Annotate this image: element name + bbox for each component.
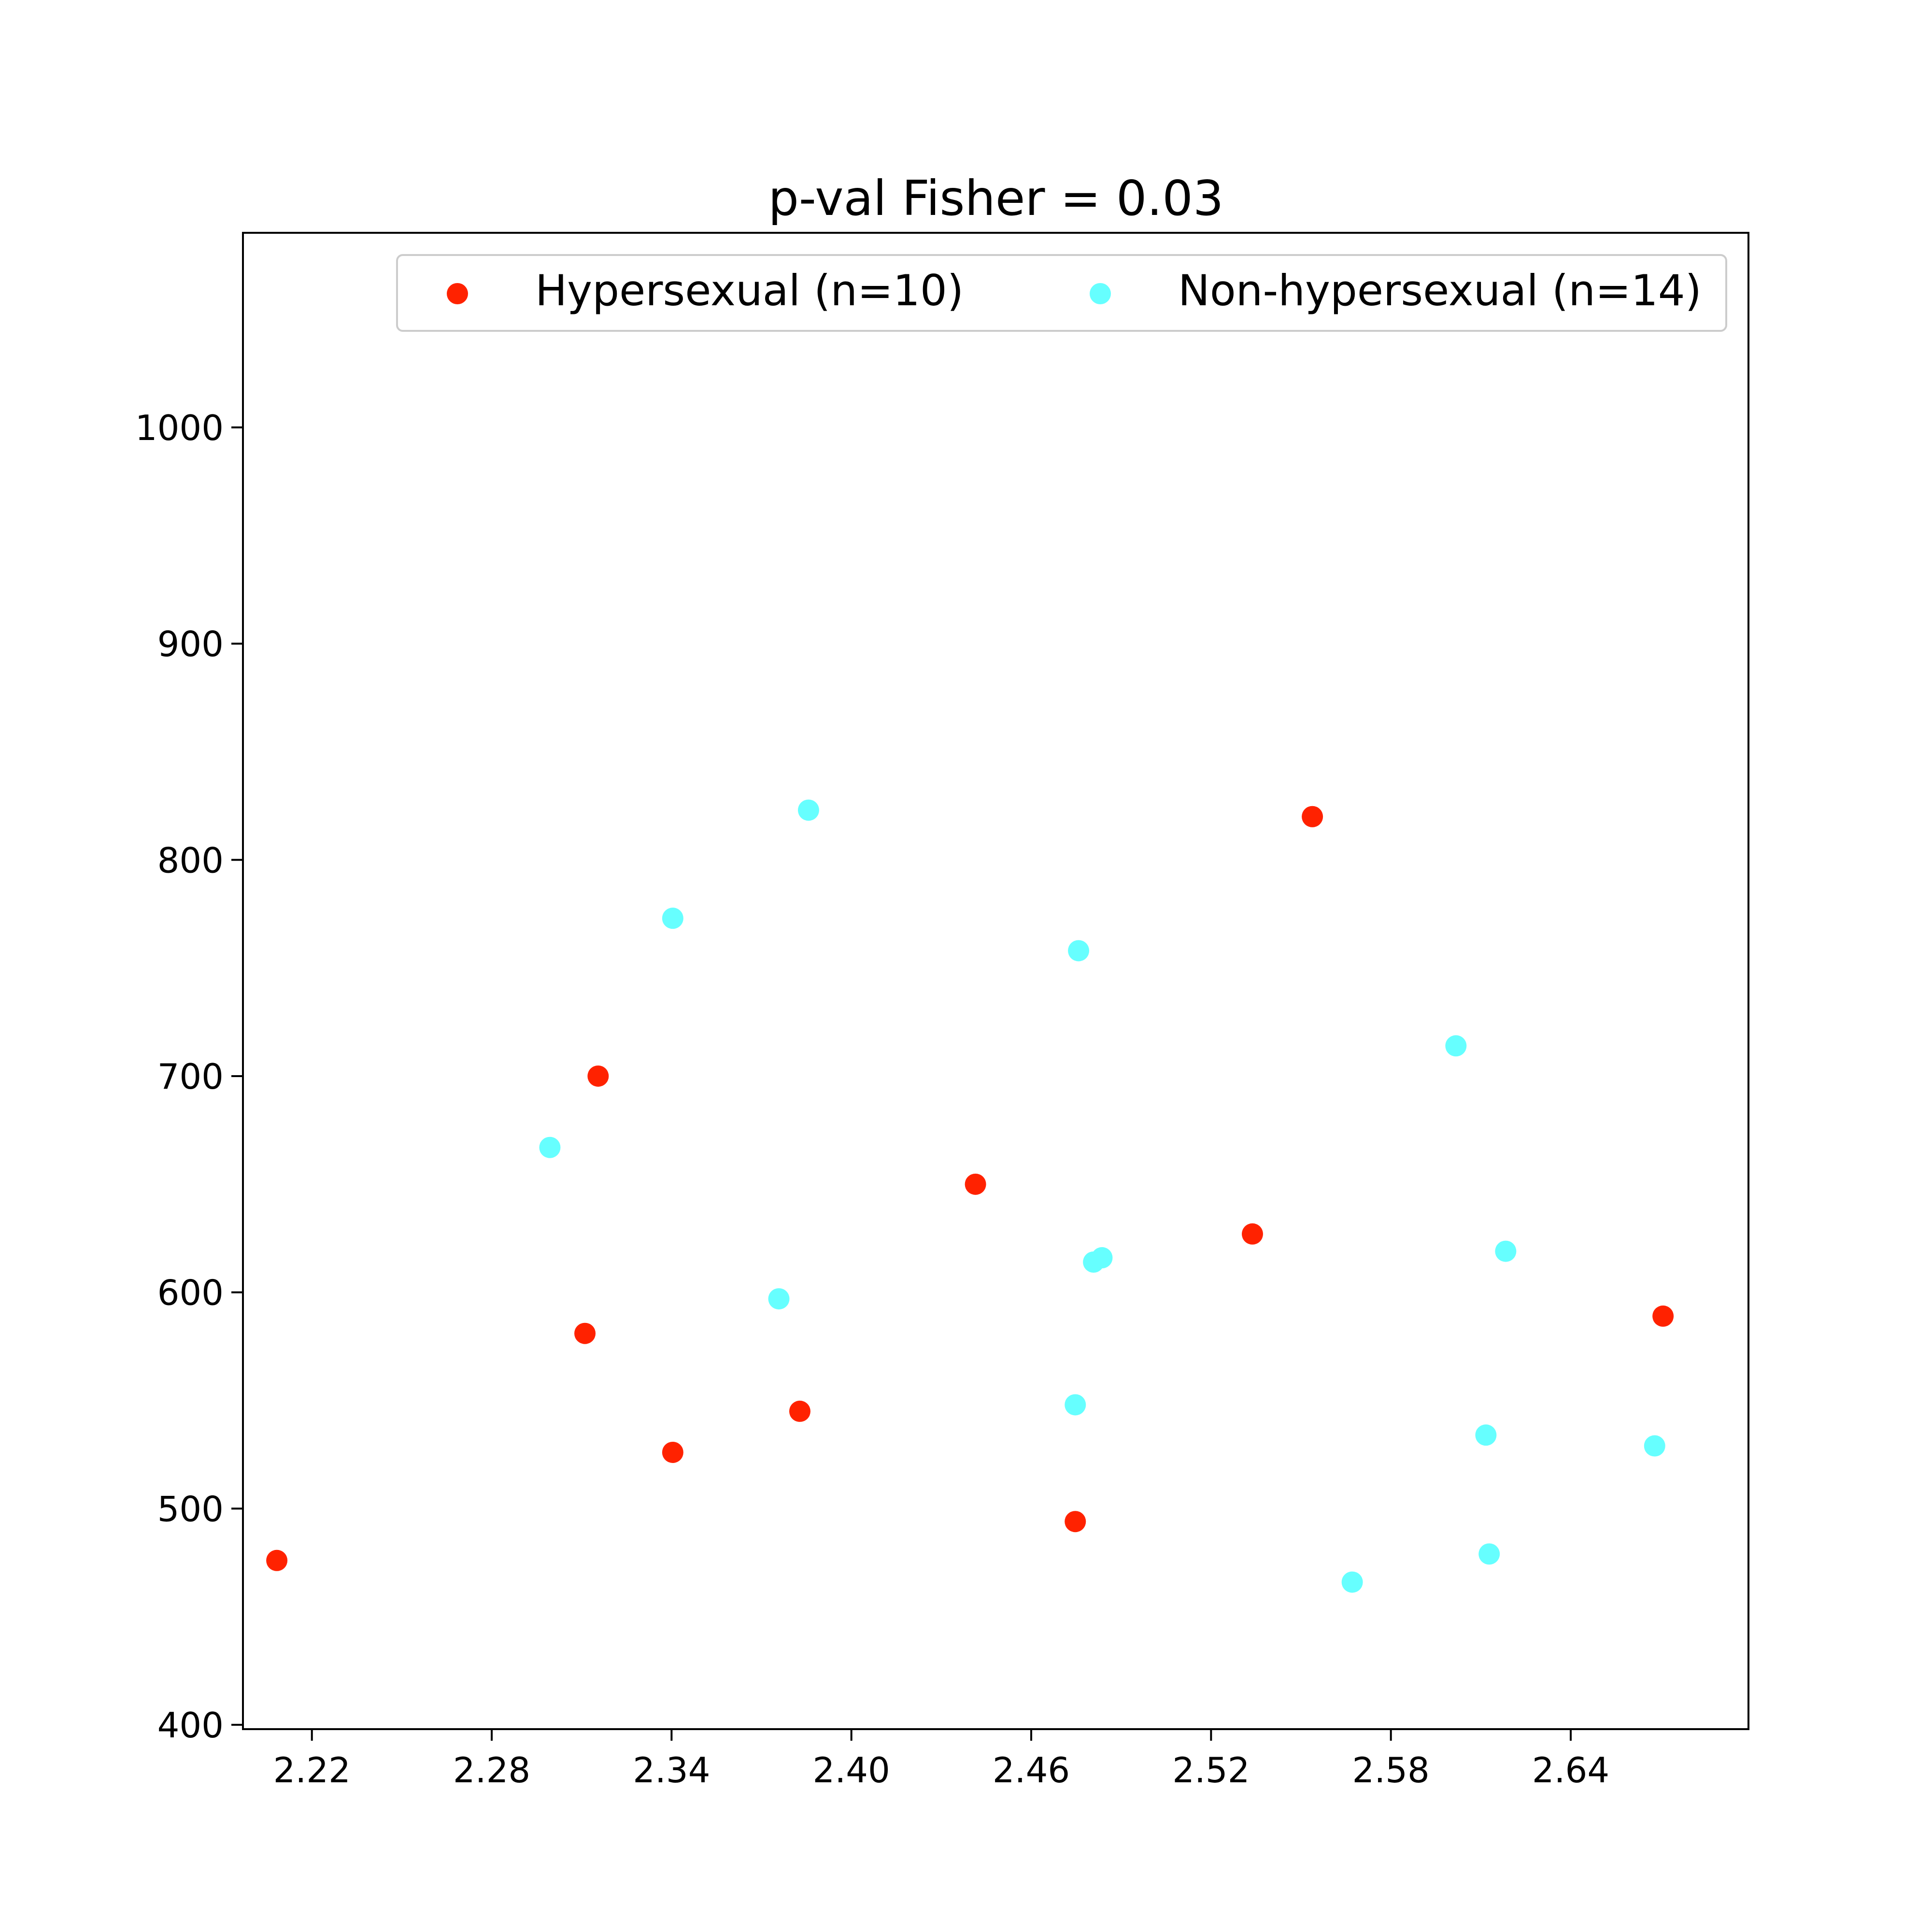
x-tick-label: 2.52 — [1172, 1750, 1250, 1790]
y-tick-label: 600 — [157, 1273, 224, 1313]
x-tick-label: 2.40 — [813, 1750, 890, 1790]
data-point — [1302, 806, 1323, 827]
data-point — [1065, 1394, 1086, 1416]
data-point — [662, 1441, 683, 1463]
data-point — [789, 1400, 810, 1422]
legend-marker-non-hypersexual — [1090, 283, 1111, 304]
data-point — [1495, 1240, 1517, 1262]
x-tick-label: 2.34 — [633, 1750, 710, 1790]
x-tick-label: 2.64 — [1532, 1750, 1609, 1790]
data-point — [1644, 1435, 1665, 1457]
legend-marker-hypersexual — [447, 283, 468, 304]
legend: Hypersexual (n=10) Non-hypersexual (n=14… — [396, 254, 1727, 332]
chart-title: p-val Fisher = 0.03 — [768, 170, 1223, 227]
legend-label-non-hypersexual: Non-hypersexual (n=14) — [1178, 266, 1702, 315]
y-tick-label: 400 — [157, 1705, 224, 1746]
data-point — [574, 1322, 596, 1344]
data-point — [1445, 1035, 1467, 1057]
data-point — [1091, 1247, 1113, 1269]
data-point — [768, 1288, 790, 1310]
data-point — [587, 1065, 609, 1087]
y-tick-label: 700 — [157, 1056, 224, 1097]
data-point — [797, 799, 819, 821]
legend-box — [396, 254, 1727, 332]
data-point — [1065, 1511, 1086, 1533]
y-tick-label: 500 — [157, 1489, 224, 1529]
data-point — [1652, 1305, 1674, 1327]
x-tick-label: 2.58 — [1352, 1750, 1430, 1790]
data-point — [1241, 1223, 1263, 1245]
data-point — [1068, 940, 1090, 962]
x-axis: 2.22 2.28 2.34 2.40 2.46 2.52 2.58 2.64 — [273, 1729, 1609, 1790]
data-point — [539, 1136, 561, 1158]
y-axis: 400 500 600 700 800 900 1000 — [135, 408, 243, 1746]
data-point — [1475, 1424, 1497, 1446]
y-tick-label: 1000 — [135, 408, 224, 448]
x-tick-label: 2.28 — [453, 1750, 530, 1790]
data-point — [965, 1173, 986, 1195]
data-point — [1341, 1571, 1363, 1593]
legend-label-hypersexual: Hypersexual (n=10) — [535, 266, 964, 315]
y-tick-label: 900 — [157, 624, 224, 665]
plot-area-frame — [242, 232, 1749, 1730]
x-tick-label: 2.46 — [993, 1750, 1070, 1790]
data-points — [266, 799, 1674, 1593]
data-point — [662, 908, 683, 929]
data-point — [266, 1549, 288, 1571]
data-point — [1478, 1543, 1500, 1565]
y-tick-label: 800 — [157, 840, 224, 881]
x-tick-label: 2.22 — [273, 1750, 351, 1790]
